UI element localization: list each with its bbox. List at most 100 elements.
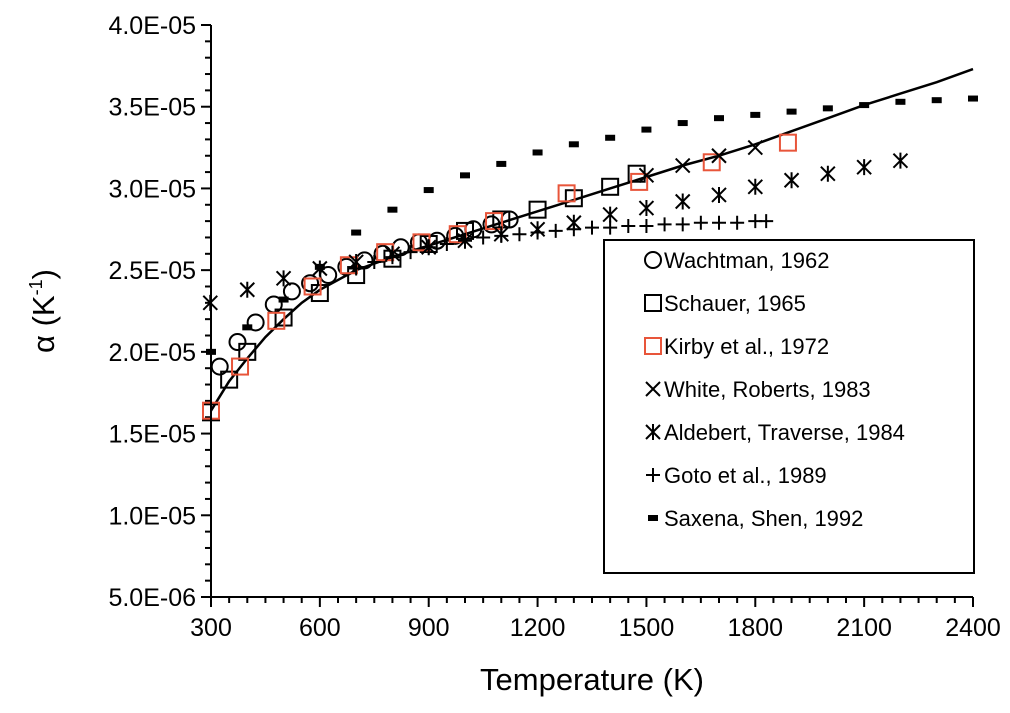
data-point — [714, 115, 724, 122]
y-tick-label: 1.5E-05 — [108, 421, 196, 449]
x-tick-label: 600 — [299, 614, 341, 642]
data-point — [568, 141, 579, 148]
data-point — [621, 219, 636, 234]
data-point — [349, 261, 364, 276]
data-point — [228, 333, 247, 352]
data-point — [630, 172, 649, 191]
data-point — [750, 111, 761, 118]
data-point — [601, 177, 620, 196]
data-point — [242, 324, 253, 331]
data-point — [786, 108, 797, 115]
data-point — [278, 296, 289, 303]
data-point — [385, 250, 400, 265]
legend-label: Aldebert, Traverse, 1984 — [664, 420, 905, 445]
data-point — [638, 167, 655, 184]
data-point — [747, 178, 763, 195]
data-point — [677, 120, 688, 127]
data-point — [759, 214, 774, 229]
data-point — [387, 206, 398, 213]
y-tick-label: 1.0E-05 — [108, 502, 196, 530]
data-point — [496, 160, 507, 167]
data-point — [460, 172, 470, 179]
legend-marker — [648, 515, 658, 521]
data-point — [693, 215, 708, 230]
data-points-layer — [202, 95, 978, 422]
data-point — [675, 157, 691, 174]
x-tick-label: 2400 — [945, 614, 1001, 642]
legend-label: Goto et al., 1989 — [664, 463, 827, 488]
data-point — [314, 263, 325, 270]
legend-marker — [645, 424, 661, 440]
legend-label: Wachtman, 1962 — [664, 248, 830, 273]
data-point — [275, 270, 292, 287]
data-point — [351, 229, 362, 236]
legend-marker — [646, 468, 660, 482]
data-point — [585, 220, 599, 235]
data-point — [822, 105, 833, 112]
legend-box — [603, 239, 975, 574]
x-tick-label: 300 — [190, 614, 232, 642]
legend-items: Wachtman, 1962 Schauer, 1965 Kirby et al.,… — [644, 248, 905, 531]
data-point — [641, 126, 652, 133]
y-tick-label: 2.0E-05 — [108, 339, 196, 367]
y-axis-unit-open: (K — [26, 295, 61, 335]
series-5 — [349, 214, 774, 276]
x-axis-title: Temperature (K) — [480, 662, 704, 697]
data-point — [482, 215, 501, 234]
data-point — [548, 223, 563, 238]
data-point — [530, 225, 545, 240]
x-tick-labels: 300 600 900 1200 1500 1800 2100 2400 — [190, 614, 1001, 642]
y-axis-symbol: α — [26, 335, 61, 353]
legend-label: White, Roberts, 1983 — [664, 377, 871, 402]
legend-label: Kirby et al., 1972 — [664, 334, 829, 359]
data-point — [367, 254, 382, 269]
data-point — [859, 102, 870, 109]
y-axis-title: α (K-1) — [26, 269, 61, 353]
data-point — [458, 233, 472, 248]
data-point — [675, 217, 690, 232]
x-tick-label: 900 — [408, 614, 450, 642]
data-point — [421, 240, 436, 255]
data-point — [485, 212, 504, 231]
data-point — [373, 244, 392, 263]
y-tick-label: 3.0E-05 — [108, 175, 196, 203]
data-point — [712, 215, 726, 230]
data-point — [657, 217, 672, 232]
series-0 — [210, 210, 519, 376]
data-point — [494, 228, 509, 243]
data-point — [820, 165, 836, 182]
data-point — [476, 230, 491, 245]
data-point — [730, 215, 745, 230]
data-point — [605, 134, 616, 141]
data-point — [778, 133, 797, 152]
data-point — [603, 220, 618, 235]
y-tick-label: 3.5E-05 — [108, 94, 196, 122]
legend-marker — [644, 337, 662, 355]
data-point — [403, 245, 418, 260]
data-point — [895, 98, 906, 105]
y-tick-label: 2.5E-05 — [108, 257, 196, 285]
data-point — [231, 357, 250, 376]
y-axis-unit-exponent: -1 — [26, 279, 46, 295]
series-1 — [202, 164, 646, 422]
data-point — [528, 200, 547, 219]
data-point — [439, 236, 454, 251]
y-tick-label: 5.0E-06 — [108, 584, 196, 612]
series-6 — [206, 95, 978, 355]
data-point — [282, 282, 301, 301]
data-point — [267, 311, 286, 330]
data-point — [557, 184, 576, 203]
x-tick-label: 1800 — [727, 614, 783, 642]
data-point — [638, 200, 655, 217]
data-point — [532, 149, 543, 156]
data-point — [711, 148, 727, 164]
data-point — [303, 277, 322, 296]
y-tick-label: 4.0E-05 — [108, 12, 196, 40]
legend-label: Schauer, 1965 — [664, 291, 806, 316]
data-point — [246, 313, 265, 332]
data-point — [702, 153, 721, 172]
x-tick-label: 1500 — [619, 614, 675, 642]
data-point — [602, 206, 618, 223]
series-3 — [638, 139, 763, 184]
data-point — [968, 95, 978, 102]
